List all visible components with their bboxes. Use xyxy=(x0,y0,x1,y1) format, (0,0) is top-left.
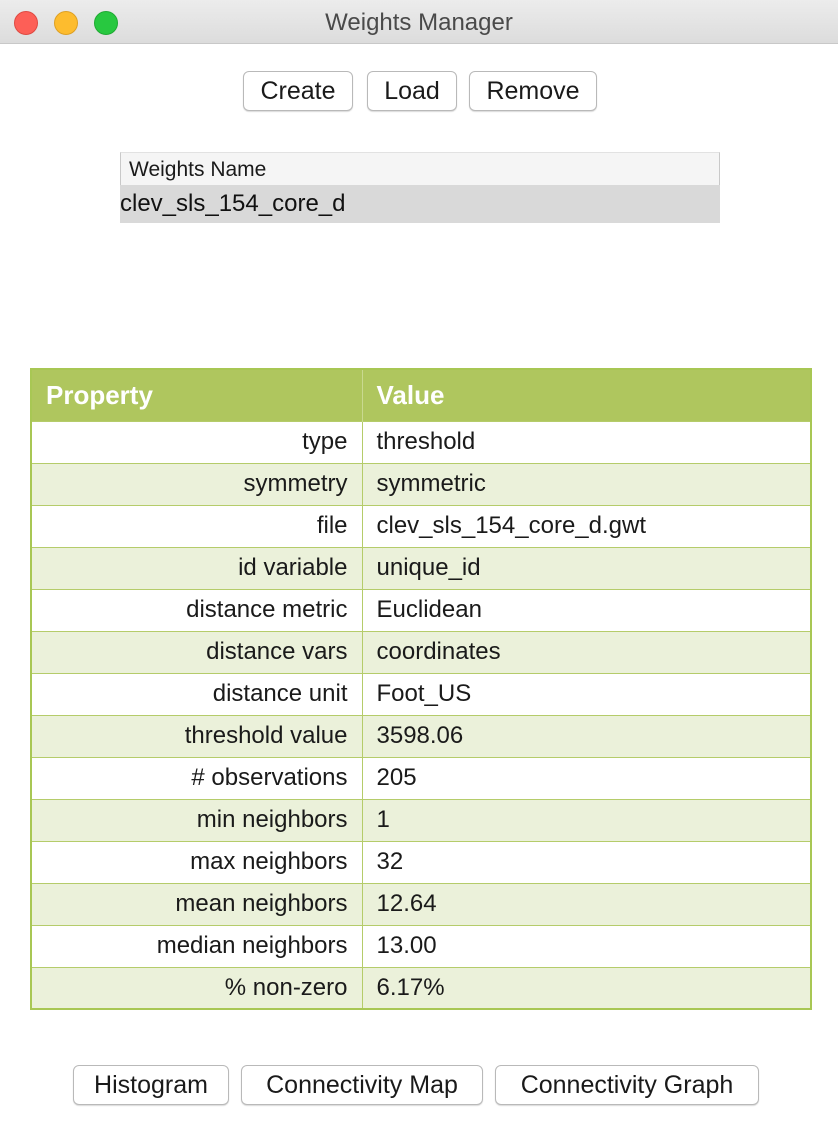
weights-name-column-header[interactable]: Weights Name xyxy=(120,152,720,185)
table-row: min neighbors 1 xyxy=(31,798,812,841)
table-row: threshold value 3598.06 xyxy=(31,714,812,757)
properties-table: Property Value type threshold symmetry symm… xyxy=(30,368,812,1010)
histogram-button[interactable]: Histogram xyxy=(73,1065,229,1105)
property-value-cell: 205 xyxy=(362,756,812,799)
zoom-window-button[interactable] xyxy=(94,11,118,35)
property-value-cell: Euclidean xyxy=(362,588,812,631)
property-value-cell: Foot_US xyxy=(362,672,812,715)
load-button[interactable]: Load xyxy=(367,71,457,111)
property-value-cell: 3598.06 xyxy=(362,714,812,757)
property-value-cell: 6.17% xyxy=(362,966,812,1009)
property-name-cell: % non-zero xyxy=(31,966,363,1009)
table-row: id variable unique_id xyxy=(31,546,812,589)
property-name-cell: distance vars xyxy=(31,630,363,673)
connectivity-map-button[interactable]: Connectivity Map xyxy=(241,1065,483,1105)
property-value-cell: 13.00 xyxy=(362,924,812,967)
property-value-cell: threshold xyxy=(362,420,812,463)
property-value-cell: 1 xyxy=(362,798,812,841)
property-value-cell: 32 xyxy=(362,840,812,883)
table-row: # observations 205 xyxy=(31,756,812,799)
property-name-cell: distance metric xyxy=(31,588,363,631)
table-row: distance metric Euclidean xyxy=(31,588,812,631)
table-row: symmetry symmetric xyxy=(31,462,812,505)
property-name-cell: min neighbors xyxy=(31,798,363,841)
property-name-cell: threshold value xyxy=(31,714,363,757)
property-name-cell: id variable xyxy=(31,546,363,589)
property-value-cell: coordinates xyxy=(362,630,812,673)
table-row: max neighbors 32 xyxy=(31,840,812,883)
property-value-cell: symmetric xyxy=(362,462,812,505)
connectivity-graph-button[interactable]: Connectivity Graph xyxy=(495,1065,759,1105)
property-value-cell: unique_id xyxy=(362,546,812,589)
table-row: type threshold xyxy=(31,420,812,463)
property-column-header: Property xyxy=(31,369,363,421)
remove-button[interactable]: Remove xyxy=(469,71,597,111)
property-value-cell: 12.64 xyxy=(362,882,812,925)
property-name-cell: type xyxy=(31,420,363,463)
window-title: Weights Manager xyxy=(325,9,513,36)
table-row: median neighbors 13.00 xyxy=(31,924,812,967)
title-bar[interactable]: Weights Manager xyxy=(0,0,838,44)
property-value-cell: clev_sls_154_core_d.gwt xyxy=(362,504,812,547)
property-name-cell: mean neighbors xyxy=(31,882,363,925)
property-name-cell: max neighbors xyxy=(31,840,363,883)
property-name-cell: file xyxy=(31,504,363,547)
value-column-header: Value xyxy=(362,369,812,421)
table-row: % non-zero 6.17% xyxy=(31,966,812,1009)
close-window-button[interactable] xyxy=(14,11,38,35)
table-row: distance vars coordinates xyxy=(31,630,812,673)
weights-list-item-selected[interactable]: clev_sls_154_core_d xyxy=(120,185,720,223)
table-row: distance unit Foot_US xyxy=(31,672,812,715)
property-name-cell: median neighbors xyxy=(31,924,363,967)
table-row: file clev_sls_154_core_d.gwt xyxy=(31,504,812,547)
weights-list[interactable]: Weights Name clev_sls_154_core_d xyxy=(120,152,720,224)
property-name-cell: symmetry xyxy=(31,462,363,505)
minimize-window-button[interactable] xyxy=(54,11,78,35)
property-name-cell: distance unit xyxy=(31,672,363,715)
property-name-cell: # observations xyxy=(31,756,363,799)
table-row: mean neighbors 12.64 xyxy=(31,882,812,925)
create-button[interactable]: Create xyxy=(243,71,353,111)
